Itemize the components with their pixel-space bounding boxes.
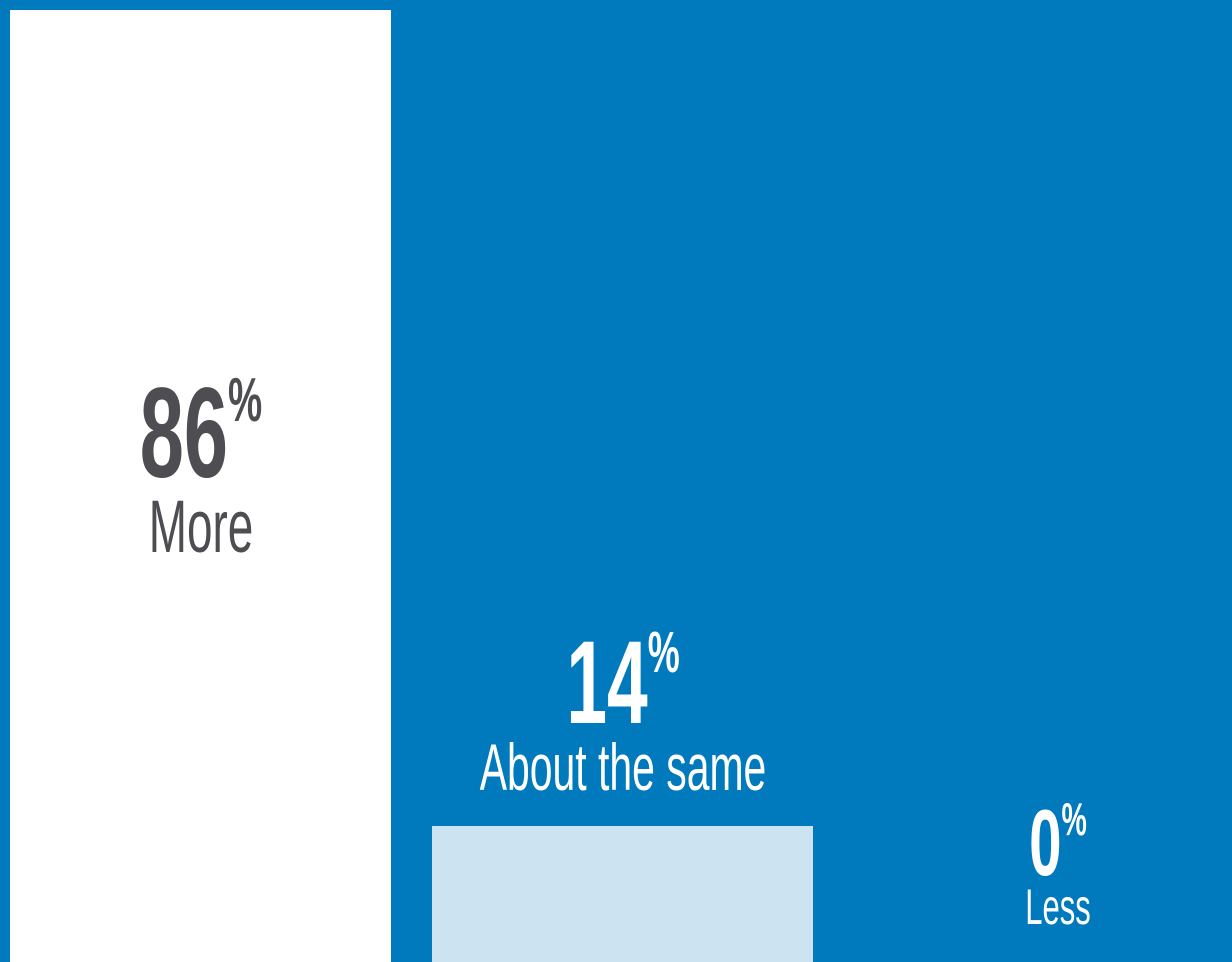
value-number: 14: [565, 617, 648, 749]
percent-sign: %: [227, 366, 262, 435]
value-label: 86%: [102, 370, 300, 498]
category-label: Less: [1024, 879, 1091, 935]
category-label: About the same: [479, 730, 766, 804]
value-number: 0: [1028, 790, 1062, 895]
value-number: 86: [139, 362, 228, 505]
percent-sign: %: [1061, 793, 1087, 845]
percent-sign: %: [647, 620, 680, 685]
bar-about-the-same: [432, 826, 813, 962]
value-label: 0%: [1011, 796, 1104, 890]
bar-more: [10, 10, 391, 962]
category-label: More: [148, 485, 253, 568]
value-label: 14%: [531, 617, 714, 749]
